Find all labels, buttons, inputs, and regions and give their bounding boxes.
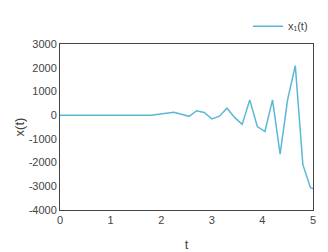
svg-text:x(t): x(t) <box>12 118 27 137</box>
svg-text:1: 1 <box>108 214 114 226</box>
svg-text:-2000: -2000 <box>29 156 57 168</box>
svg-text:x₁(t): x₁(t) <box>288 20 308 32</box>
svg-text:3000: 3000 <box>32 38 56 50</box>
svg-text:t: t <box>185 237 189 252</box>
svg-text:5: 5 <box>310 214 316 226</box>
svg-text:0: 0 <box>57 214 63 226</box>
svg-text:4: 4 <box>259 214 265 226</box>
svg-text:-4000: -4000 <box>29 204 57 216</box>
svg-text:-1000: -1000 <box>29 133 57 145</box>
svg-text:-3000: -3000 <box>29 180 57 192</box>
svg-text:2: 2 <box>158 214 164 226</box>
svg-text:2000: 2000 <box>32 62 56 74</box>
svg-text:1000: 1000 <box>32 85 56 97</box>
svg-text:3: 3 <box>209 214 215 226</box>
svg-text:0: 0 <box>51 109 57 121</box>
